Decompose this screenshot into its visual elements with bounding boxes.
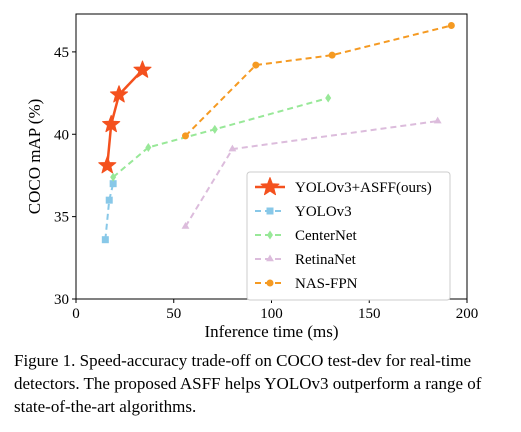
series-layer <box>98 22 455 244</box>
series-line-yolov3-asff-ours <box>106 69 144 166</box>
legend-item-nas-fpn: NAS-FPN <box>255 276 358 292</box>
legend-item-yolov3-asff-ours: YOLOv3+ASFF(ours) <box>255 177 432 196</box>
data-point-yolov3-asff-ours <box>98 156 117 174</box>
axes: 0 50 100 150 200 30 35 40 45 <box>54 45 478 322</box>
speed-accuracy-chart: 0 50 100 150 200 30 35 40 45 Inference time (ms)… <box>25 13 478 341</box>
legend-item-retinanet: RetinaNet <box>255 252 357 268</box>
data-point-retinanet <box>181 222 190 229</box>
x-tick-label: 100 <box>260 306 283 322</box>
y-tick-label: 40 <box>54 127 69 143</box>
series-retinanet <box>181 116 442 229</box>
data-point-centernet <box>110 172 117 182</box>
legend-marker <box>266 207 274 215</box>
y-axis-label: COCO mAP (%) <box>25 99 44 215</box>
y-tick-label: 30 <box>54 292 69 308</box>
legend-label: RetinaNet <box>295 252 357 268</box>
data-point-nas-fpn <box>447 22 455 30</box>
data-point-yolov3-asff-ours <box>102 114 121 133</box>
legend-item-centernet: CenterNet <box>255 228 357 244</box>
data-point-nas-fpn <box>181 132 189 140</box>
legend-marker <box>266 254 274 262</box>
series-line-nas-fpn <box>184 24 452 137</box>
y-tick-label: 45 <box>54 45 69 61</box>
data-point-yolov3-asff-ours <box>109 85 129 103</box>
x-tick-label: 50 <box>166 306 181 322</box>
legend-label: YOLOv3+ASFF(ours) <box>295 180 432 196</box>
series-yolov3-asff-ours <box>98 60 152 174</box>
legend: YOLOv3+ASFF(ours) YOLOv3 CenterNet RetinaNe… <box>246 171 451 301</box>
series-centernet <box>110 93 332 182</box>
legend-label: CenterNet <box>295 228 357 244</box>
data-point-centernet <box>145 142 152 152</box>
data-point-yolov3 <box>109 180 117 188</box>
legend-marker <box>267 230 273 240</box>
legend-item-yolov3: YOLOv3 <box>255 204 352 220</box>
data-point-yolov3 <box>101 236 109 244</box>
data-point-yolov3-asff-ours <box>133 60 152 78</box>
x-axis-label: Inference time (ms) <box>204 322 338 341</box>
data-point-yolov3 <box>105 196 113 204</box>
figure-caption: Figure 1. Speed-accuracy trade-off on CO… <box>14 351 482 416</box>
legend-label: YOLOv3 <box>295 204 352 220</box>
series-line-centernet <box>112 97 329 178</box>
legend-marker <box>260 177 280 196</box>
data-point-retinanet <box>433 116 442 124</box>
x-tick-label: 200 <box>456 306 479 322</box>
series-nas-fpn <box>181 22 455 140</box>
x-tick-label: 0 <box>72 306 80 322</box>
legend-box <box>246 171 451 301</box>
legend-label: NAS-FPN <box>295 276 358 292</box>
data-point-nas-fpn <box>252 61 260 69</box>
legend-marker <box>266 279 274 287</box>
x-tick-label: 150 <box>358 306 381 322</box>
data-point-nas-fpn <box>328 51 336 59</box>
y-tick-label: 35 <box>54 210 69 226</box>
data-point-centernet <box>325 93 332 103</box>
data-point-retinanet <box>228 144 237 152</box>
series-yolov3 <box>101 180 117 244</box>
series-line-yolov3 <box>104 183 115 240</box>
data-point-centernet <box>211 124 218 134</box>
